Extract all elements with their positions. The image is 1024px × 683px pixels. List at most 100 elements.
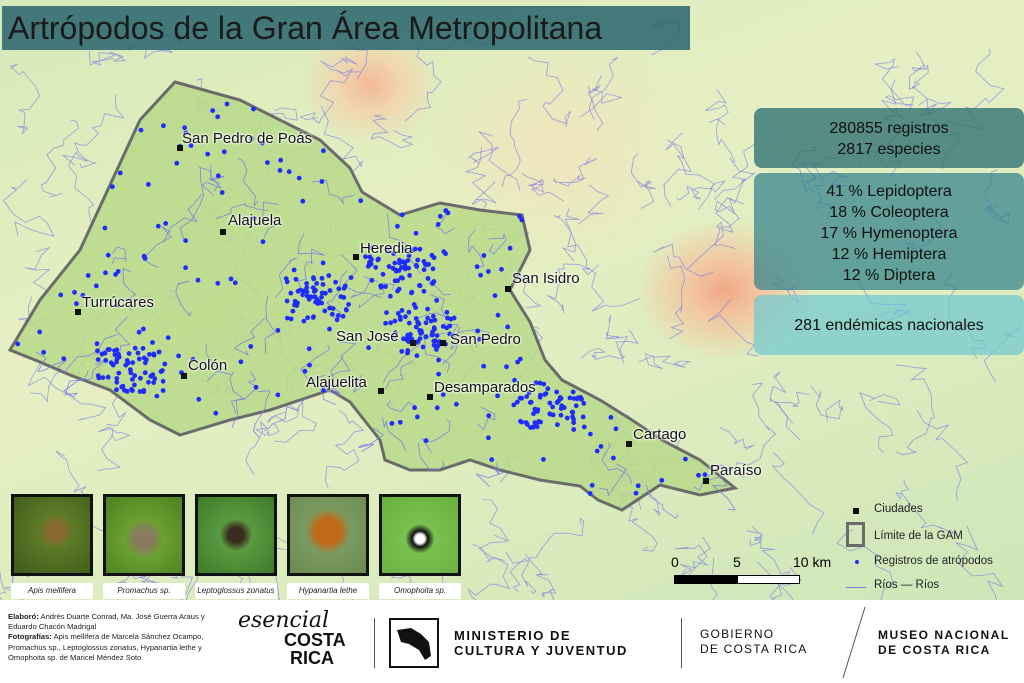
record-point [348, 275, 354, 280]
river [708, 298, 759, 357]
river [325, 409, 365, 489]
record-point [608, 415, 614, 420]
photo-caption: Apis mellifera [11, 583, 93, 599]
record-point [436, 371, 441, 377]
river [61, 94, 125, 166]
city-marker [181, 373, 187, 379]
record-point [571, 427, 577, 432]
river [874, 57, 915, 111]
river [328, 341, 357, 378]
record-point [363, 254, 368, 260]
river [771, 566, 802, 600]
record-point [15, 341, 21, 347]
river [810, 385, 844, 422]
divider-slash [842, 606, 866, 679]
river [387, 213, 421, 275]
river [297, 261, 314, 296]
record-point [307, 362, 312, 368]
record-point [340, 313, 346, 319]
river [836, 528, 894, 600]
record-point [80, 292, 86, 298]
river [666, 139, 715, 210]
record-point [396, 286, 402, 292]
river [587, 85, 604, 131]
order-stat: 41 % Lepidoptera [826, 183, 952, 200]
record-point [555, 422, 560, 428]
record-point [99, 351, 105, 357]
record-point [554, 389, 560, 395]
record-point [95, 357, 101, 362]
river [35, 351, 67, 373]
record-point [440, 324, 446, 329]
river [488, 233, 507, 255]
river [453, 329, 491, 348]
record-point [319, 179, 325, 184]
record-point [253, 384, 259, 390]
record-point [310, 285, 316, 290]
record-point [423, 438, 429, 444]
record-point [132, 345, 138, 351]
record-point [336, 313, 341, 318]
record-point [136, 329, 142, 335]
record-point [196, 396, 202, 402]
river [381, 416, 407, 452]
record-point [531, 424, 536, 430]
record-point [397, 260, 402, 266]
record-point [399, 265, 404, 270]
river [349, 374, 364, 394]
record-point [124, 389, 130, 394]
record-point [310, 315, 316, 320]
photo-hypanartia-lethe [287, 494, 369, 576]
city-marker [410, 340, 416, 346]
credits-photo-label: Fotografías: [8, 632, 52, 642]
record-point [421, 259, 427, 264]
record-point [406, 253, 412, 258]
record-point [72, 289, 77, 295]
city-marker [220, 229, 226, 235]
record-point [526, 390, 532, 395]
city-label: San José [336, 328, 399, 345]
river [719, 427, 755, 451]
record-point [444, 309, 450, 315]
river [179, 167, 204, 240]
record-point [417, 283, 422, 288]
city-label: Colón [188, 357, 228, 374]
record-point [481, 253, 487, 258]
species-count: 2817 especies [837, 141, 941, 158]
river [911, 51, 929, 90]
record-point [154, 393, 160, 399]
river [525, 553, 557, 600]
record-point [430, 313, 436, 319]
record-point [412, 405, 417, 411]
logo-costa: COSTA [284, 630, 346, 650]
record-point [425, 315, 431, 321]
record-point [486, 269, 491, 274]
city-marker [75, 309, 81, 315]
record-point [406, 265, 412, 271]
river [205, 344, 232, 382]
record-point [633, 490, 639, 496]
photo-apis-mellifera [11, 494, 93, 576]
record-point [399, 349, 405, 354]
river [467, 543, 510, 600]
record-point [447, 323, 453, 329]
river [325, 270, 348, 319]
river [652, 243, 714, 277]
record-point [277, 168, 283, 173]
city-marker [626, 441, 632, 447]
record-point [304, 285, 310, 290]
gob-line2: DE COSTA RICA [700, 642, 808, 656]
city-marker [177, 145, 183, 151]
scale-tick-10: 10 km [793, 554, 832, 570]
record-point [138, 127, 144, 133]
record-point [112, 352, 118, 358]
record-point [504, 364, 509, 370]
record-point [330, 306, 336, 311]
record-point [296, 175, 302, 181]
river [162, 193, 202, 243]
record-point [505, 324, 510, 330]
legend-cities: Ciudades [874, 503, 923, 515]
record-point [293, 276, 299, 282]
record-point [550, 412, 556, 418]
river [297, 233, 325, 265]
